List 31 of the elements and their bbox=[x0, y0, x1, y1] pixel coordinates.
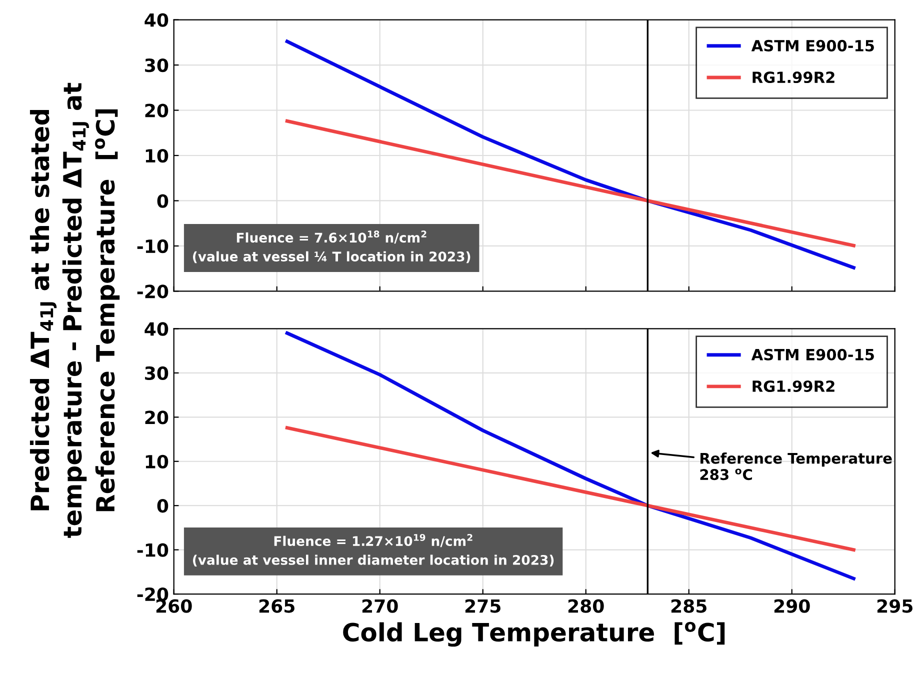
legend-label: RG1.99R2 bbox=[752, 380, 834, 392]
y-tick-label: 40 bbox=[144, 13, 168, 27]
x-tick-label: 260 bbox=[156, 599, 192, 613]
legend-label: RG1.99R2 bbox=[752, 72, 834, 84]
y-tick-label: 30 bbox=[145, 58, 168, 72]
x-tick-label: 280 bbox=[568, 599, 604, 613]
x-tick-label: 285 bbox=[671, 599, 706, 613]
y-tick-label: -20 bbox=[137, 284, 168, 298]
y-tick-label: 0 bbox=[157, 499, 168, 513]
text: Fluence = 1.27×10$^{19}$ n/cm$^{2}$ (value at vessel inner diameter location in 2023) bbox=[193, 534, 554, 566]
y-tick-label: 20 bbox=[145, 104, 168, 118]
x-tick-label: 270 bbox=[362, 599, 398, 613]
text: Predicted ΔT$_{41J}$ at the stated temperature - Predicted ΔT$_{41J}$ at Reference Temperature [$^{o}$C] bbox=[30, 82, 120, 538]
y-tick-label: -10 bbox=[137, 239, 168, 254]
x-tick-label: 275 bbox=[465, 599, 500, 613]
y-tick-label: 10 bbox=[146, 454, 168, 468]
x-axis-title: Cold Leg Temperature [$^{o}$C] bbox=[343, 622, 725, 647]
y-tick-label: 10 bbox=[146, 148, 168, 163]
y-tick-label: 0 bbox=[157, 194, 168, 208]
y-tick-label: 30 bbox=[145, 366, 168, 380]
x-tick-label: 265 bbox=[259, 599, 294, 613]
y-tick-label: 40 bbox=[144, 322, 168, 336]
y-tick-label: -10 bbox=[137, 543, 168, 557]
x-tick-label: 290 bbox=[774, 599, 810, 613]
text: Fluence = 7.6×10$^{18}$ n/cm$^{2}$ (value at vessel ¼ T location in 2023) bbox=[193, 230, 470, 264]
legend-label: ASTM E900-15 bbox=[751, 348, 874, 360]
y-tick-label: 20 bbox=[145, 410, 168, 424]
legend-label: ASTM E900-15 bbox=[751, 40, 874, 52]
x-tick-label: 295 bbox=[877, 599, 912, 613]
y-tick-label: -20 bbox=[137, 587, 168, 602]
ref-line-label: Reference Temperature 283 $^{o}$C bbox=[700, 452, 892, 480]
